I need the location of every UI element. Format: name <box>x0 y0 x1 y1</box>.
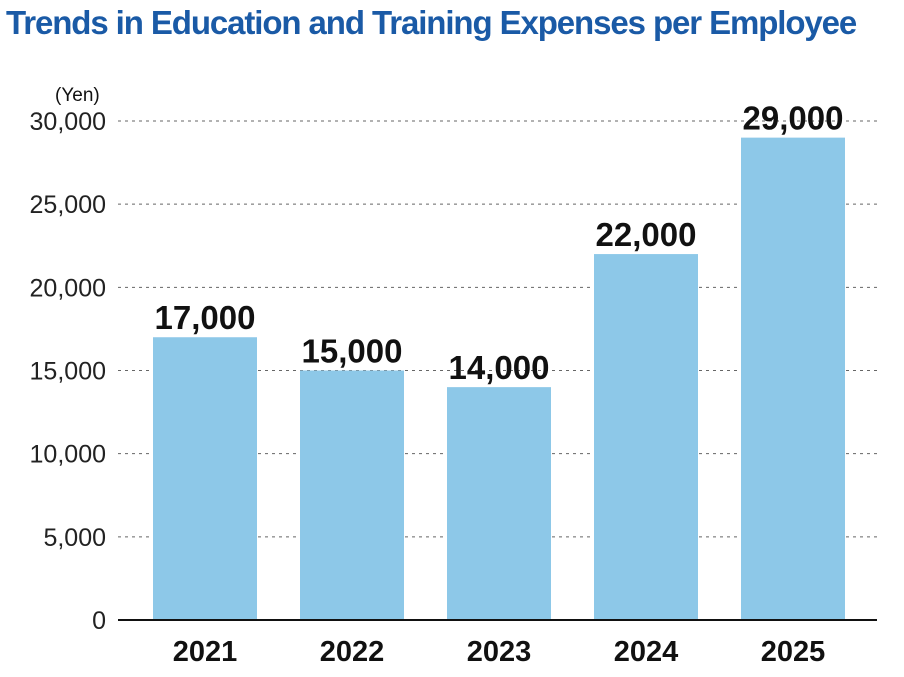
bar <box>741 137 845 620</box>
x-tick-label: 2025 <box>761 636 826 668</box>
bar-value-label: 29,000 <box>743 100 844 137</box>
y-tick-label: 0 <box>92 607 106 635</box>
x-tick-label: 2021 <box>173 636 238 668</box>
y-tick-label: 25,000 <box>30 191 106 219</box>
bar <box>300 370 404 620</box>
x-tick-label: 2024 <box>614 636 679 668</box>
y-tick-label: 10,000 <box>30 441 106 469</box>
bar <box>153 337 257 620</box>
bar-value-label: 15,000 <box>302 333 403 370</box>
bar-value-label: 14,000 <box>449 349 550 386</box>
bar-value-label: 17,000 <box>155 299 256 336</box>
bar <box>447 387 551 620</box>
chart-title: Trends in Education and Training Expense… <box>6 4 857 41</box>
x-tick-label: 2022 <box>320 636 385 668</box>
x-tick-label: 2023 <box>467 636 532 668</box>
y-tick-label: 30,000 <box>30 108 106 136</box>
bar <box>594 254 698 621</box>
y-tick-label: 20,000 <box>30 274 106 302</box>
value-labels: 17,000 15,000 14,000 22,000 29,000 <box>155 100 844 387</box>
axes: 0 5,000 10,000 15,000 20,000 25,000 30,000 2021… <box>30 108 877 668</box>
bar-value-label: 22,000 <box>596 216 697 253</box>
y-tick-label: 5,000 <box>43 524 106 552</box>
y-axis-unit-label: (Yen) <box>55 85 100 106</box>
bars <box>153 137 845 621</box>
y-tick-label: 15,000 <box>30 358 106 386</box>
